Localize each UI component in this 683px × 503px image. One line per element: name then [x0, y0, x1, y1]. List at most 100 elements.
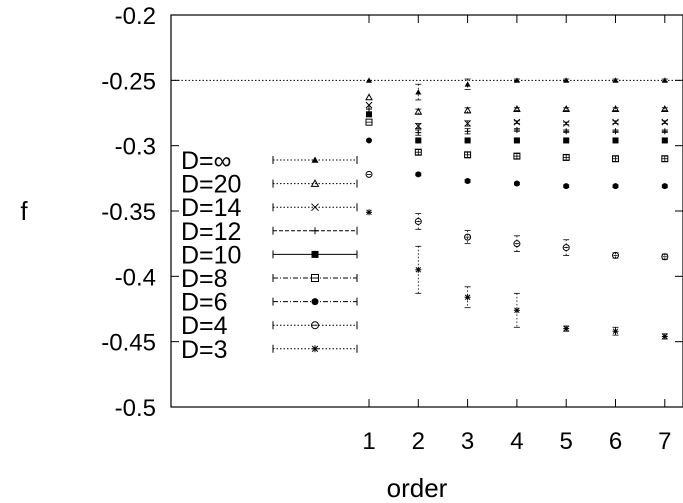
point-marker: [612, 118, 619, 126]
point-marker: [513, 240, 521, 248]
marker-circle: [612, 183, 619, 190]
point-marker: [562, 120, 570, 127]
marker-x-stroke: [661, 118, 669, 126]
point-marker: [612, 328, 619, 335]
point-marker: [464, 177, 471, 184]
marker-triangle: [310, 179, 320, 187]
marker-circle: [415, 171, 422, 178]
marker-x-stroke: [513, 118, 521, 126]
marker-circle: [612, 251, 619, 259]
point-marker: [513, 152, 521, 160]
marker-circle: [661, 253, 669, 261]
point-marker: [612, 137, 619, 144]
legend-label: D=10: [181, 241, 241, 269]
point-marker: [563, 128, 570, 135]
point-marker: [562, 153, 570, 161]
point-marker: [513, 307, 520, 314]
point-marker: [612, 77, 619, 83]
x-tick-label: 5: [560, 428, 573, 455]
legend-label: D=4: [181, 312, 228, 340]
legend-label: D=3: [181, 336, 228, 364]
point-marker: [415, 137, 422, 144]
x-axis-label: order: [387, 473, 448, 503]
legend-entry: D=20: [181, 171, 358, 199]
y-tick-label: -0.25: [101, 68, 156, 95]
series-group: [366, 111, 668, 144]
marker-x-stroke: [562, 120, 570, 127]
point-marker: [414, 148, 422, 156]
point-marker: [513, 126, 520, 133]
point-marker: [463, 106, 472, 114]
point-marker: [661, 253, 669, 261]
series-group: [366, 77, 668, 101]
marker-star-stroke: [311, 345, 319, 352]
series-group: [366, 106, 668, 136]
marker-circle: [464, 177, 471, 184]
point-marker: [563, 77, 570, 83]
marker-x-stroke: [464, 120, 471, 127]
point-marker: [563, 183, 570, 190]
marker-square: [563, 137, 570, 144]
plot-frame: [170, 14, 683, 408]
legend-label: D=20: [181, 171, 241, 199]
marker-circle: [513, 240, 521, 248]
point-marker: [415, 89, 422, 95]
point-marker: [562, 105, 571, 112]
point-marker: [513, 105, 521, 112]
legend-entry: D=4: [181, 312, 358, 340]
point-marker: [366, 106, 372, 113]
legend-entry: D=∞: [181, 147, 358, 175]
point-marker: [311, 345, 319, 353]
point-marker: [310, 179, 320, 187]
marker-triangle: [464, 81, 471, 87]
x-tick-label: 1: [362, 428, 375, 455]
marker-circle: [414, 217, 422, 225]
point-marker: [415, 129, 422, 136]
point-marker: [365, 93, 373, 101]
legend-label: D=6: [181, 289, 228, 317]
marker-square: [415, 137, 422, 144]
point-marker: [611, 105, 620, 112]
point-marker: [464, 120, 471, 127]
series-group: [365, 93, 669, 115]
marker-square: [661, 137, 668, 144]
marker-triangle: [414, 107, 423, 115]
marker-star-stroke: [514, 307, 520, 314]
point-marker: [563, 137, 570, 144]
marker-triangle: [365, 93, 373, 101]
y-ticks: -0.2 -0.25 -0.3 -0.35 -0.4 -0.45 -0.5: [101, 3, 683, 422]
marker-triangle: [660, 105, 669, 112]
point-marker: [414, 107, 423, 115]
point-marker: [365, 101, 373, 109]
legend-entry: D=3: [181, 336, 358, 364]
point-marker: [414, 217, 422, 225]
point-marker: [366, 137, 372, 144]
point-marker: [366, 209, 372, 216]
marker-square: [311, 250, 319, 258]
marker-x-stroke: [311, 203, 319, 212]
marker-star-stroke: [464, 294, 471, 300]
marker-triangle: [311, 156, 319, 163]
marker-circle: [661, 183, 668, 190]
point-marker: [513, 118, 521, 126]
marker-square: [612, 137, 619, 144]
point-marker: [311, 203, 319, 212]
y-tick-label: -0.45: [101, 330, 156, 357]
marker-triangle: [463, 106, 472, 114]
point-marker: [661, 183, 668, 190]
legend-entry: D=8: [181, 265, 358, 293]
y-tick-label: -0.35: [101, 199, 156, 226]
marker-triangle: [513, 105, 521, 112]
point-marker: [513, 137, 520, 144]
series-group: [365, 101, 669, 130]
point-marker: [311, 321, 319, 330]
marker-triangle: [366, 77, 372, 83]
point-marker: [464, 151, 472, 159]
point-marker: [464, 294, 471, 301]
marker-star-stroke: [366, 209, 372, 216]
legend-entry: D=12: [181, 218, 358, 246]
series-group: [365, 118, 669, 163]
y-tick-label: -0.4: [115, 264, 156, 291]
point-marker: [464, 137, 471, 144]
